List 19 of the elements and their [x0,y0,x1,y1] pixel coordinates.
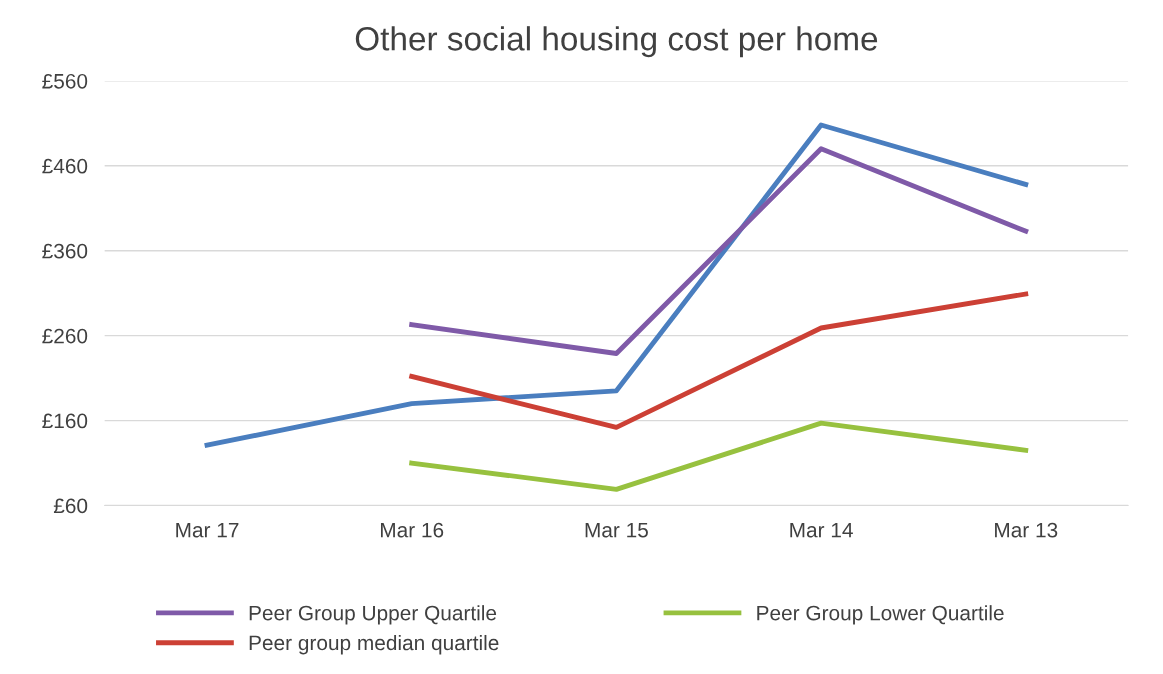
x-tick-label: Mar 17 [176,522,239,538]
line-series [409,420,1029,492]
legend-label: Peer group median quartile [249,634,499,655]
y-tick-label: £360 [42,243,88,259]
y-tick-label: £60 [53,498,88,514]
x-tick-label: Mar 15 [585,522,648,538]
x-tick-label: Mar 16 [380,522,444,538]
line-series [409,146,1029,356]
y-tick-label: £160 [42,413,88,429]
legend-label: Peer Group Upper Quartile [249,605,497,625]
chart-title: Other social housing cost per home [355,26,878,58]
y-tick-label: £260 [42,328,88,344]
line-series [409,291,1029,430]
legend-label: Peer Group Lower Quartile [757,605,1004,625]
x-tick-label: Mar 14 [790,522,853,538]
x-tick-label: Mar 13 [995,522,1058,538]
y-tick-label: £460 [42,158,88,174]
y-tick-label: £560 [42,73,88,89]
line-series [204,122,1029,448]
